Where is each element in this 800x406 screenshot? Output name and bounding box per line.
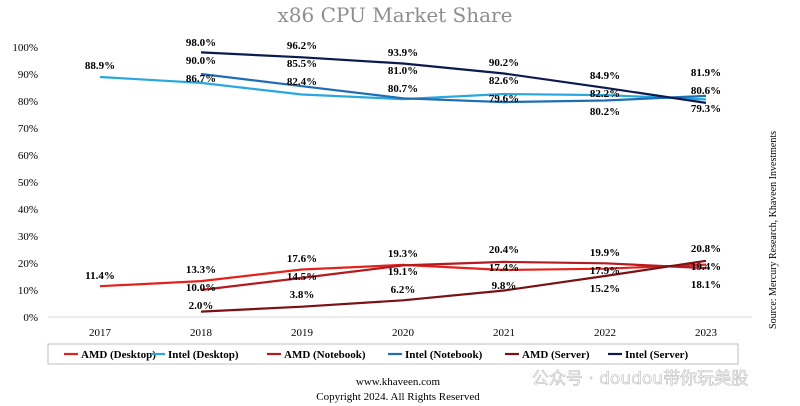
data-labels: 88.9% 11.4% 98.0% 90.0% 86.7% 13.3% 10.0% 2.0% 9… <box>85 37 721 312</box>
data-label: 19.1% <box>388 266 418 278</box>
data-label: 10.0% <box>186 282 216 294</box>
y-tick-label: 70% <box>18 123 38 135</box>
x-tick-label: 2018 <box>190 327 213 339</box>
y-tick-label: 60% <box>18 150 38 162</box>
data-label: 82.6% <box>489 75 519 87</box>
data-label: 20.8% <box>691 243 721 255</box>
y-tick-label: 50% <box>18 177 38 189</box>
data-label: 6.2% <box>391 284 416 296</box>
data-label: 19.3% <box>388 248 418 260</box>
y-tick-label: 90% <box>18 69 38 81</box>
footer-copyright: Copyright 2024. All Rights Reserved <box>316 391 480 403</box>
data-label: 96.2% <box>287 40 317 52</box>
legend-label: Intel (Desktop) <box>168 349 239 361</box>
data-label: 9.8% <box>492 280 517 292</box>
y-tick-label: 20% <box>18 258 38 270</box>
data-label: 2.0% <box>189 300 214 312</box>
y-tick-label: 10% <box>18 285 38 297</box>
y-tick-label: 100% <box>12 42 38 54</box>
x-tick-label: 2022 <box>594 327 616 339</box>
data-label: 98.0% <box>186 37 216 49</box>
source-note: Source: Mercury Research, Khaveen Invest… <box>768 131 779 329</box>
legend: AMD (Desktop) Intel (Desktop) AMD (Noteboo… <box>64 349 689 361</box>
data-label: 93.9% <box>388 47 418 59</box>
data-label: 17.6% <box>287 253 317 265</box>
data-label: 19.4% <box>691 261 721 273</box>
data-label: 80.7% <box>388 83 418 95</box>
data-label: 19.9% <box>590 247 620 259</box>
watermark-text: 公众号 · doudou带你玩美股 <box>532 369 748 389</box>
data-label: 11.4% <box>85 270 115 282</box>
legend-label: AMD (Desktop) <box>81 349 156 361</box>
footer-website: www.khaveen.com <box>356 376 441 388</box>
series-line <box>200 260 707 292</box>
data-label: 86.7% <box>186 73 216 85</box>
y-axis: 0% 10% 20% 30% 40% 50% 60% 70% 80% 90% 100% <box>12 42 38 324</box>
y-tick-label: 0% <box>23 312 38 324</box>
series-line <box>200 259 707 313</box>
x-axis: 2017 2018 2019 2020 2021 2022 2023 <box>48 316 752 339</box>
y-tick-label: 80% <box>18 96 38 108</box>
data-label: 13.3% <box>186 264 216 276</box>
data-label: 14.5% <box>287 271 317 283</box>
chart-title: x86 CPU Market Share <box>278 3 513 27</box>
data-label: 20.4% <box>489 244 519 256</box>
legend-label: AMD (Notebook) <box>284 349 366 361</box>
data-label: 80.6% <box>691 85 721 97</box>
data-label: 82.2% <box>590 88 620 100</box>
x-tick-label: 2017 <box>89 327 112 339</box>
data-label: 88.9% <box>85 60 115 72</box>
data-label: 15.2% <box>590 283 620 295</box>
x-tick-label: 2021 <box>493 327 515 339</box>
series-line <box>200 72 707 104</box>
data-label: 79.3% <box>691 103 721 115</box>
data-label: 17.9% <box>590 265 620 277</box>
data-label: 3.8% <box>290 289 315 301</box>
data-label: 18.1% <box>691 279 721 291</box>
x-tick-label: 2023 <box>695 327 718 339</box>
series-line <box>200 51 707 104</box>
data-label: 90.2% <box>489 57 519 69</box>
legend-label: AMD (Server) <box>522 349 590 361</box>
data-label: 90.0% <box>186 55 216 67</box>
data-label: 79.6% <box>489 93 519 105</box>
data-label: 84.9% <box>590 70 620 82</box>
series-lines <box>99 51 707 313</box>
data-label: 82.4% <box>287 76 317 88</box>
data-label: 17.4% <box>489 262 519 274</box>
legend-label: Intel (Notebook) <box>405 349 483 361</box>
data-label: 85.5% <box>287 58 317 70</box>
data-label: 80.2% <box>590 106 620 118</box>
data-label: 81.9% <box>691 67 721 79</box>
y-tick-label: 30% <box>18 231 38 243</box>
data-label: 81.0% <box>388 65 418 77</box>
y-tick-label: 40% <box>18 204 38 216</box>
legend-label: Intel (Server) <box>625 349 689 361</box>
x-tick-label: 2020 <box>392 327 415 339</box>
x-tick-label: 2019 <box>291 327 314 339</box>
